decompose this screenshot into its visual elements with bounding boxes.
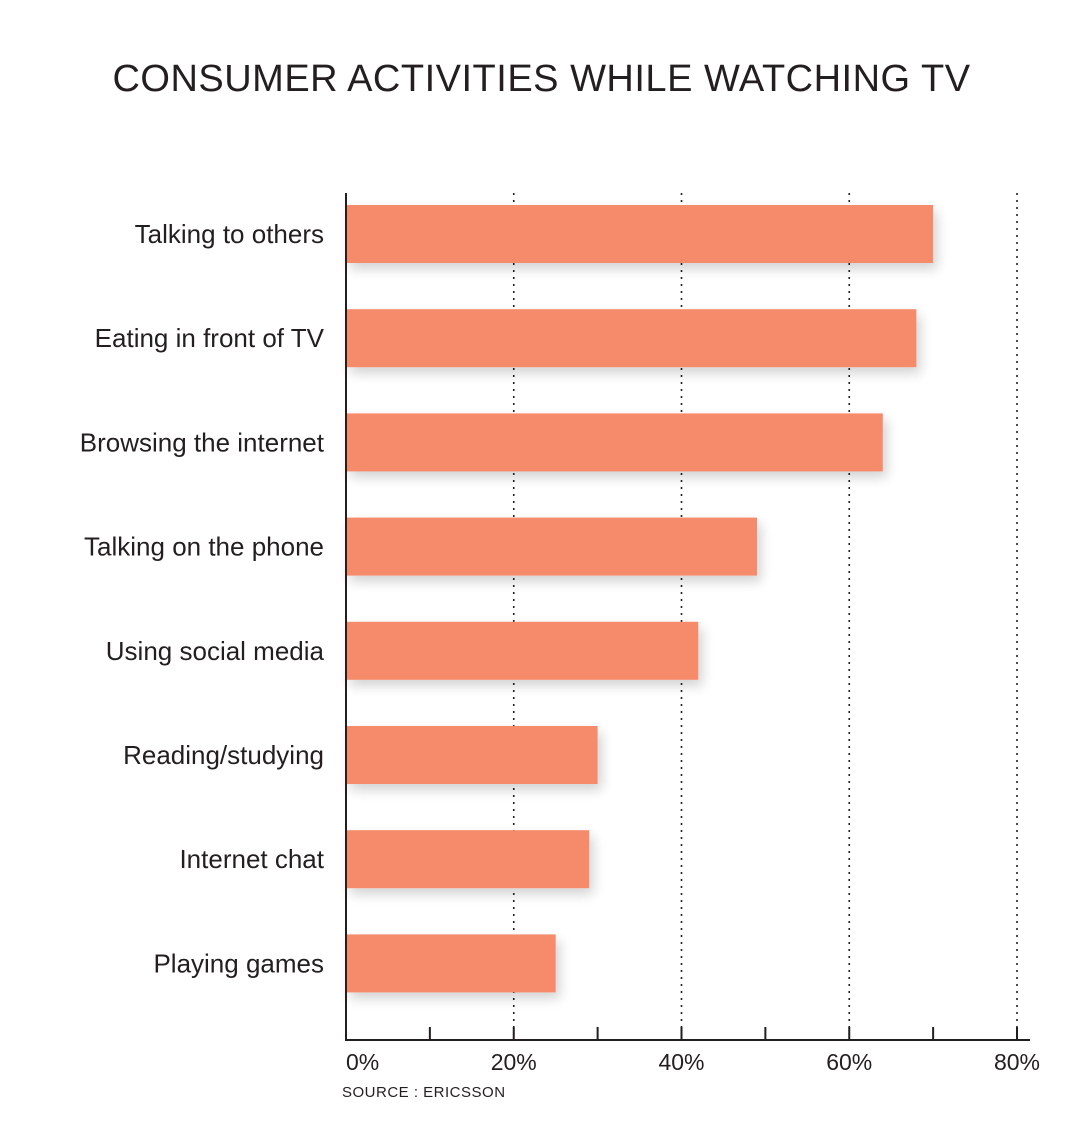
category-label: Browsing the internet bbox=[80, 427, 325, 457]
category-label: Internet chat bbox=[179, 844, 324, 874]
chart-title: CONSUMER ACTIVITIES WHILE WATCHING TV bbox=[112, 58, 971, 100]
bar bbox=[346, 413, 883, 472]
bar bbox=[346, 726, 598, 784]
category-label: Reading/studying bbox=[123, 740, 324, 770]
bar bbox=[346, 205, 934, 263]
category-label: Talking to others bbox=[135, 219, 324, 249]
bar bbox=[346, 830, 590, 889]
x-tick-label: 80% bbox=[994, 1049, 1040, 1075]
x-tick-label: 40% bbox=[658, 1049, 704, 1075]
x-tick-label: 0% bbox=[346, 1049, 379, 1075]
category-label: Using social media bbox=[106, 636, 325, 666]
bar bbox=[346, 309, 917, 368]
x-tick-label: 20% bbox=[491, 1049, 537, 1075]
x-tick-label: 60% bbox=[826, 1049, 872, 1075]
source-note: SOURCE : ERICSSON bbox=[342, 1084, 506, 1101]
category-label: Eating in front of TV bbox=[95, 323, 325, 353]
category-label: Playing games bbox=[153, 948, 324, 978]
category-label: Talking on the phone bbox=[84, 532, 324, 562]
bar bbox=[346, 934, 556, 993]
bar bbox=[346, 517, 757, 576]
bar bbox=[346, 621, 699, 680]
